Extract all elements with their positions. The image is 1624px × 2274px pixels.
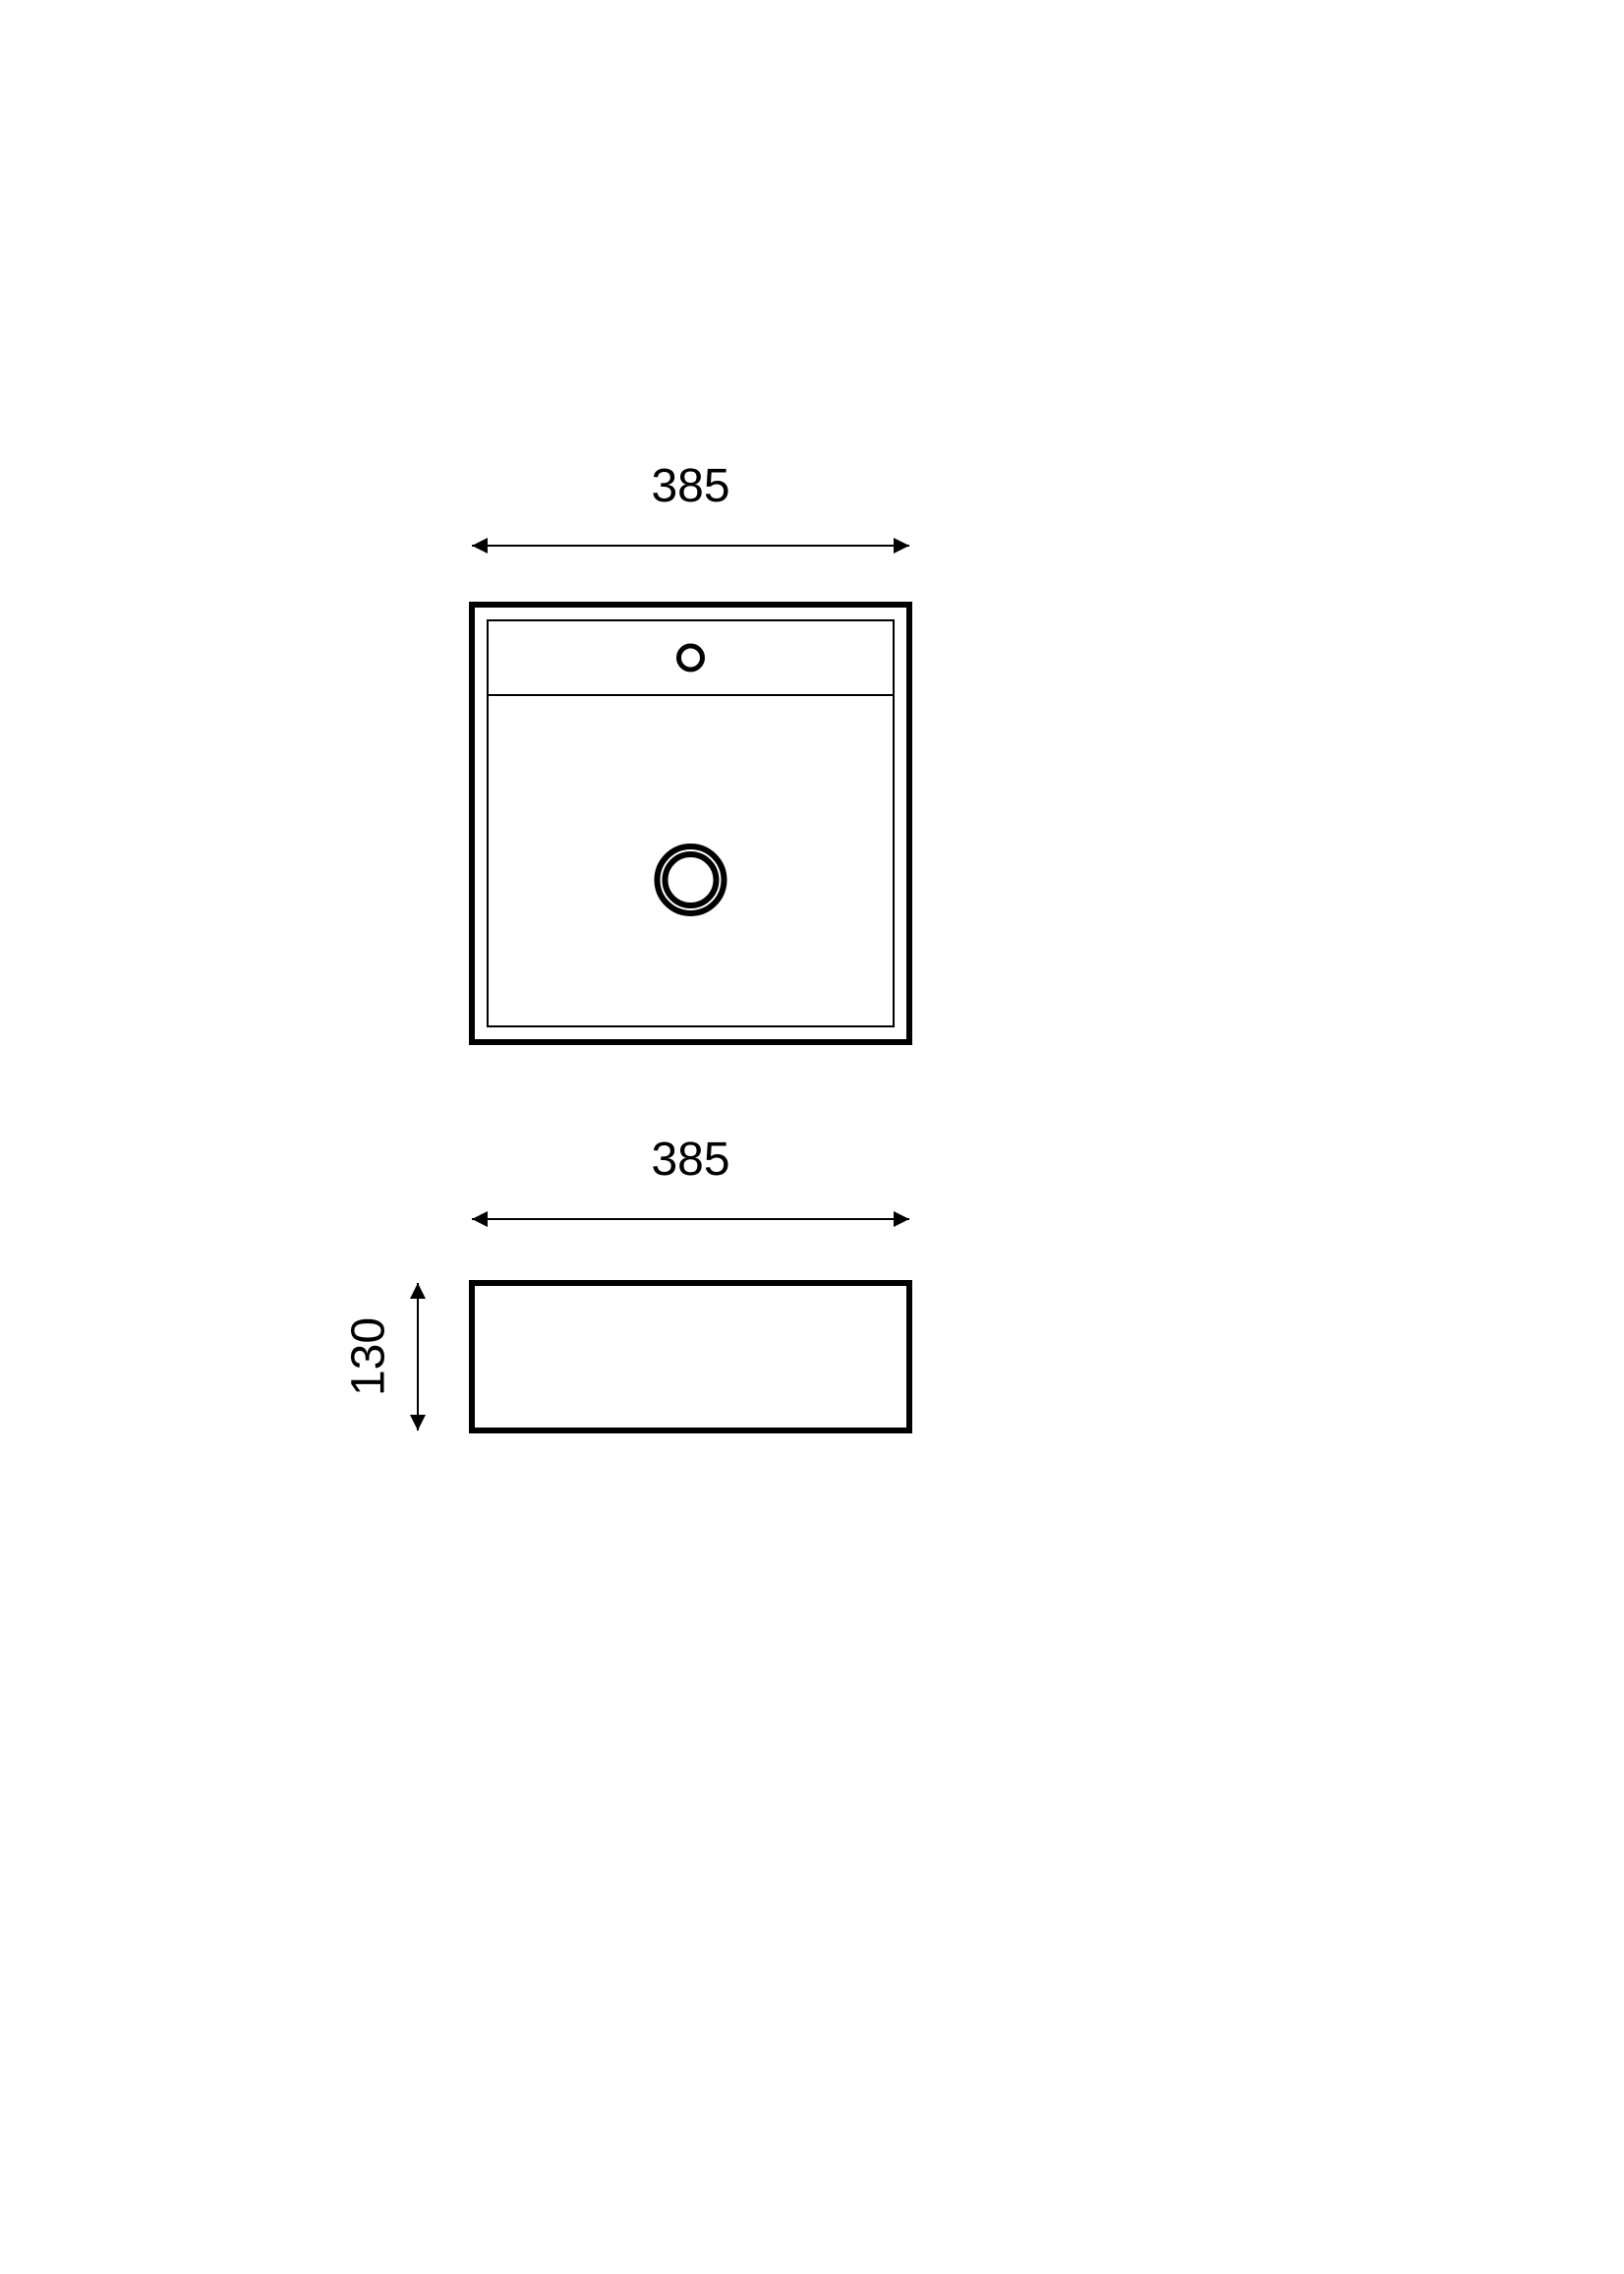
background — [0, 0, 1624, 2274]
side-height-dim-label: 130 — [343, 1317, 395, 1396]
technical-drawing: 385 385 130 — [0, 0, 1624, 2274]
top-width-dim-label: 385 — [651, 460, 729, 512]
side-width-dim-label: 385 — [651, 1134, 729, 1186]
